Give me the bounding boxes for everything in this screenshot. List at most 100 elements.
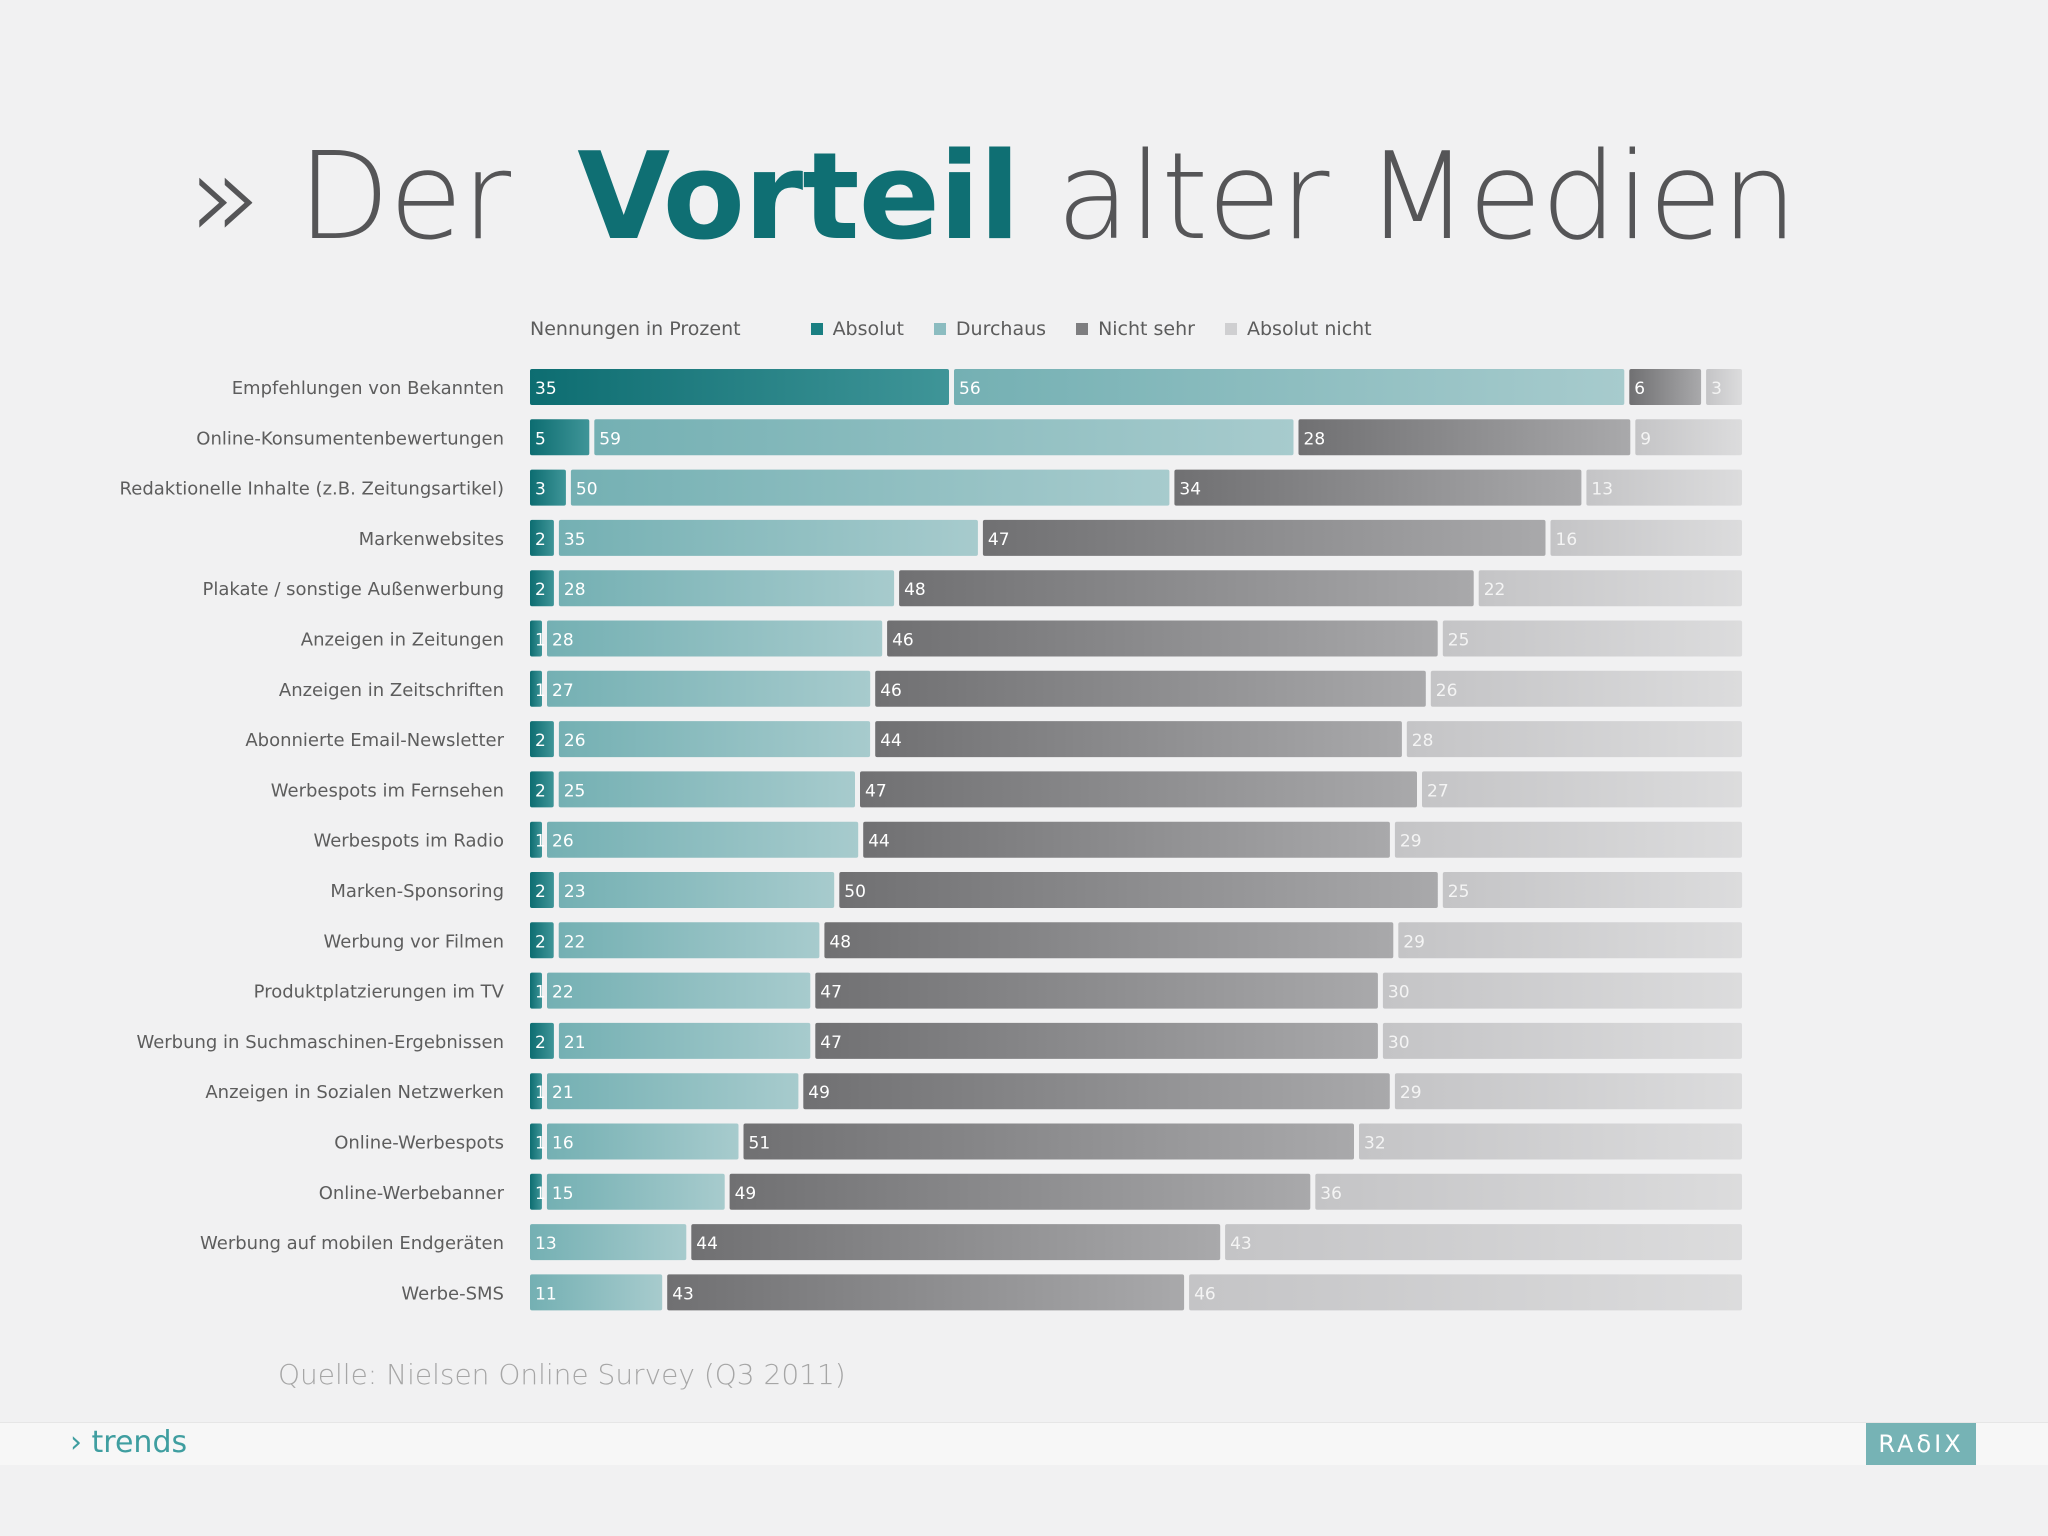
bar-nicht-sehr [839,872,1438,908]
bar-durchaus [558,922,820,959]
bar-durchaus [558,721,871,758]
category-label: Werbespots im Radio [313,831,504,852]
footer-trends-link[interactable]: › trends [70,1425,188,1460]
bar-absolut-nicht [1478,570,1742,607]
bar-value-label: 2 [535,781,546,801]
bar-value-label: 47 [988,530,1010,550]
bar-durchaus [558,519,978,556]
bar-absolut [530,872,554,908]
category-label: Werbung in Suchmaschinen-Ergebnissen [136,1032,504,1053]
legend-caption: Nennungen in Prozent [530,318,741,340]
bar-value-label: 3 [535,480,546,500]
bar-absolut-nicht [1394,1073,1742,1110]
bar-nicht-sehr [1629,369,1702,405]
bar-absolut-nicht [1442,620,1743,657]
legend-item-absolut: Absolut [810,318,904,340]
bar-nicht-sehr [815,972,1378,1009]
bar-value-label: 25 [1448,882,1470,902]
bar-absolut-nicht [1225,1224,1742,1261]
bar-absolut-nicht [1382,1022,1742,1059]
bar-value-label: 49 [735,1184,757,1204]
bar-value-label: 26 [1436,681,1458,701]
bar-value-label: 46 [880,681,902,701]
bar-nicht-sehr [875,670,1426,707]
bar-absolut-nicht [1359,1123,1742,1160]
category-label: Anzeigen in Zeitungen [301,630,504,651]
bar-absolut-nicht [1442,872,1743,908]
legend-label: Nicht sehr [1098,318,1195,340]
bar-durchaus [547,620,883,657]
bar-absolut-nicht [1406,721,1742,758]
bar-value-label: 1 [535,681,546,701]
bar-nicht-sehr [1174,469,1582,506]
bar-nicht-sehr [860,771,1417,808]
bar-value-label: 50 [844,882,866,902]
category-label: Marken-Sponsoring [330,881,504,902]
bar-value-label: 51 [749,1134,771,1154]
bar-value-label: 1 [535,832,546,852]
category-label: Online-Werbebanner [319,1183,505,1204]
bar-absolut [530,369,949,405]
legend-item-nicht-sehr: Nicht sehr [1076,318,1195,340]
bar-nicht-sehr [1298,419,1631,456]
category-label: Plakate / sonstige Außenwerbung [202,579,504,600]
bar-value-label: 25 [564,781,586,801]
bar-value-label: 16 [552,1134,574,1154]
bar-absolut-nicht [1315,1173,1742,1210]
bar-nicht-sehr [743,1123,1354,1160]
bar-value-label: 59 [599,429,621,449]
bar-absolut-nicht [1382,972,1742,1009]
bar-durchaus [530,1274,663,1311]
bar-value-label: 2 [535,731,546,751]
bar-absolut-nicht [1706,369,1742,405]
bar-absolut [530,972,542,1009]
bar-absolut [530,419,590,456]
bar-value-label: 44 [696,1234,718,1254]
bar-value-label: 2 [535,580,546,600]
bar-value-label: 6 [1634,379,1645,399]
bar-nicht-sehr [815,1022,1378,1059]
bar-durchaus [547,1073,799,1110]
bar-value-label: 16 [1556,530,1578,550]
bar-value-label: 49 [808,1083,830,1103]
category-label: Redaktionelle Inhalte (z.B. Zeitungsarti… [120,479,504,500]
bar-value-label: 29 [1403,932,1425,952]
bar-absolut-nicht [1586,469,1742,506]
bar-value-label: 47 [865,781,887,801]
bar-nicht-sehr [729,1173,1311,1210]
bar-absolut [530,670,542,707]
bar-durchaus [547,821,859,858]
bar-durchaus [547,670,871,707]
bar-absolut-nicht [1430,670,1742,707]
bar-absolut [530,519,554,556]
bar-nicht-sehr [982,519,1546,556]
bar-value-label: 44 [880,731,902,751]
legend-label: Absolut [832,318,904,340]
bar-nicht-sehr [887,620,1438,657]
legend-item-absolut-nicht: Absolut nicht [1224,318,1372,340]
legend-label: Durchaus [955,318,1047,340]
bar-absolut-nicht [1398,922,1742,959]
title-prefix: » Der [188,128,511,267]
legend-swatch [1076,323,1089,335]
bar-value-label: 21 [552,1083,574,1103]
category-label: Online-Konsumentenbewertungen [196,428,504,449]
bar-absolut-nicht [1394,821,1742,858]
bar-value-label: 29 [1400,832,1422,852]
bar-value-label: 43 [672,1284,694,1304]
bar-value-label: 34 [1179,480,1201,500]
bar-value-label: 47 [820,983,842,1003]
bar-durchaus [547,972,811,1009]
bar-value-label: 48 [904,580,926,600]
category-label: Abonnierte Email-Newsletter [245,730,504,751]
legend-swatch [1224,323,1237,335]
category-label: Anzeigen in Sozialen Netzwerken [205,1082,504,1103]
legend-swatch [933,323,946,335]
bar-value-label: 29 [1400,1083,1422,1103]
footer-band [0,1422,2048,1465]
bar-absolut [530,922,554,959]
bar-value-label: 2 [535,530,546,550]
bar-absolut [530,469,566,506]
bar-absolut [530,721,554,758]
bar-nicht-sehr [863,821,1390,858]
